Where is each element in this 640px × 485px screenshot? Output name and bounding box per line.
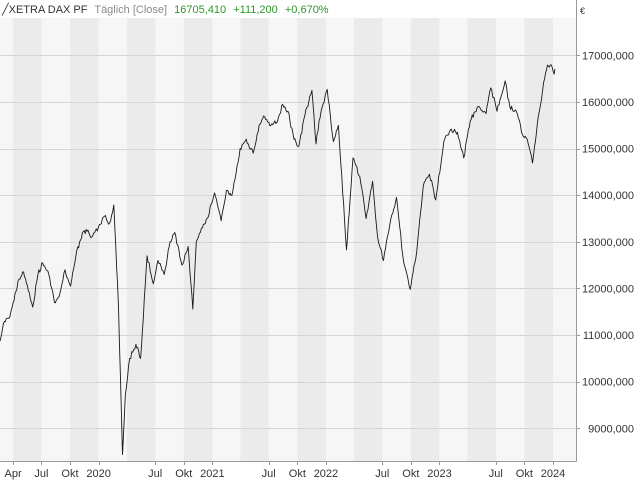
- y-tick-label: 13000,000: [582, 237, 634, 249]
- y-tick-labels: 9000,000 10000,000 11000,000 12000,000 13000…: [576, 50, 634, 435]
- x-tick-label: Jul: [262, 468, 276, 480]
- x-tick-label: 2021: [200, 468, 224, 480]
- x-tick-label: Jul: [489, 468, 503, 480]
- axes: [0, 0, 577, 462]
- y-tick-label: 17000,000: [582, 50, 634, 62]
- x-tick-label: Okt: [175, 468, 192, 480]
- quarter-band: [410, 18, 440, 461]
- x-tick-label: Okt: [402, 468, 419, 480]
- x-tick-label: 2023: [427, 468, 451, 480]
- quarter-band: [126, 18, 156, 461]
- x-tick-label: 2020: [86, 468, 110, 480]
- quarter-band: [297, 18, 326, 461]
- quarter-bands: [0, 18, 576, 461]
- quarter-band: [13, 18, 42, 461]
- price-line: [0, 64, 556, 455]
- series-layer: [0, 64, 556, 455]
- y-tick-label: 15000,000: [582, 144, 634, 156]
- x-tick-label: Apr: [5, 468, 22, 480]
- x-tick-label: 2022: [314, 468, 338, 480]
- x-tick-label: Jul: [34, 468, 48, 480]
- y-tick-label: 9000,000: [588, 423, 634, 435]
- y-tick-label: 12000,000: [582, 283, 634, 295]
- currency-label: €: [579, 6, 585, 16]
- price-change: +111,200: [233, 4, 278, 16]
- y-tick-label: 10000,000: [582, 377, 634, 389]
- quarter-band: [353, 18, 383, 461]
- period-label: Täglich [Close]: [94, 4, 168, 16]
- x-tick-label: Okt: [516, 468, 533, 480]
- y-tick-label: 11000,000: [583, 330, 634, 342]
- x-tick-label: Jul: [375, 468, 389, 480]
- x-tick-labels: Apr Jul Okt 2020 Jul Okt 2021 Jul Okt 2022 Jul Okt 2…: [5, 461, 565, 480]
- x-tick-label: 2024: [541, 468, 565, 480]
- x-tick-label: Jul: [148, 468, 162, 480]
- x-tick-label: Okt: [289, 468, 306, 480]
- quarter-band: [69, 18, 99, 461]
- quarter-band: [467, 18, 496, 461]
- y-tick-label: 14000,000: [582, 190, 634, 202]
- chart-header: ╱XETRA DAX PF Täglich [Close] 16705,410 …: [2, 3, 333, 16]
- quarter-band: [524, 18, 553, 461]
- quarter-band: [183, 18, 213, 461]
- price-change-percent: +0,670%: [284, 4, 329, 16]
- x-tick-label: Okt: [61, 468, 78, 480]
- last-price: 16705,410: [174, 4, 227, 16]
- grid-lines: [0, 55, 576, 429]
- quarter-band: [240, 18, 269, 461]
- y-tick-label: 16000,000: [582, 97, 634, 109]
- symbol-name: ╱XETRA DAX PF: [2, 4, 88, 16]
